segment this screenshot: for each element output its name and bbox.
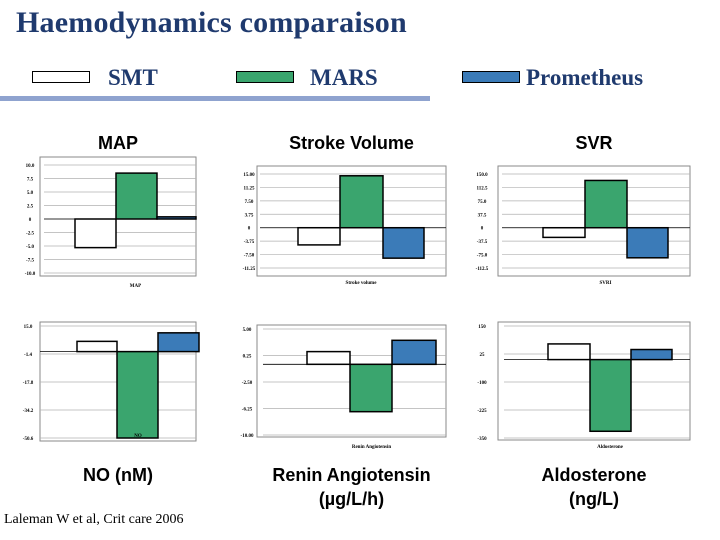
bar-smt: [76, 340, 118, 353]
y-tick-label: -11.25: [243, 267, 256, 272]
legend-swatch-smt: [32, 71, 90, 83]
chart-title: MAP: [98, 133, 138, 153]
x-category-label: MAP: [130, 284, 141, 289]
y-tick-label: -2.5: [26, 232, 34, 237]
chart-panel: 15.0 -1.4 -17.8 -34.2 -50.6 NO NO (nM): [23, 321, 200, 485]
y-tick-label: 2.5: [27, 205, 34, 210]
chart-panel: 150.0 112.5 75.0 37.5 0 -37.5 -75.0 -112.5 SVRI S…: [476, 133, 691, 286]
bar-prometheus: [382, 226, 425, 259]
bar-mars: [349, 363, 393, 413]
y-tick-label: 5.00: [243, 328, 252, 333]
chart-title: NO (nM): [83, 465, 153, 485]
y-tick-label: -75.0: [477, 254, 488, 259]
y-tick-label: 25: [480, 353, 486, 358]
chart-frame: [256, 324, 447, 438]
bar-mars: [116, 350, 159, 439]
y-tick-label: 7.5: [27, 178, 34, 183]
bar-smt: [547, 343, 591, 361]
y-tick-label: -3.75: [244, 240, 255, 245]
y-tick-label: 15.0: [24, 325, 33, 330]
bar-smt: [542, 226, 586, 239]
y-tick-label: -34.2: [23, 409, 34, 414]
legend-swatch-prometheus: [462, 71, 520, 83]
y-tick-label: -10.0: [25, 272, 36, 277]
y-tick-label: 150.0: [476, 173, 488, 178]
chart-panel: 10.0 7.5 5.0 2.5 0 -2.5 -5.0 -7.5 -10.0 MAP MAP: [25, 133, 197, 289]
chart-title: Renin Angiotensin: [272, 465, 430, 485]
y-tick-label: -10.00: [241, 434, 254, 439]
chart-title: Stroke Volume: [289, 133, 414, 153]
bar-prometheus: [626, 226, 669, 259]
legend-swatch-mars: [236, 71, 294, 83]
y-tick-label: -5.0: [26, 245, 34, 250]
chart-frame: [256, 165, 447, 277]
bar-smt: [74, 218, 117, 249]
y-tick-label: -37.5: [477, 240, 488, 245]
bar-smt: [306, 350, 351, 366]
x-category-label: Stroke volume: [346, 281, 378, 286]
y-tick-label: 7.50: [245, 200, 254, 205]
title-underline: [0, 96, 430, 101]
y-tick-label: 0: [248, 227, 251, 232]
y-tick-label: 75.0: [478, 200, 487, 205]
chart-panel: 150 25 -100 -225 -350 Aldosterone Aldosterone (…: [477, 321, 691, 509]
citation: Laleman W et al, Crit care 2006: [4, 512, 184, 527]
y-tick-label: -17.8: [23, 381, 34, 386]
y-tick-label: -112.5: [476, 267, 489, 272]
bar-mars: [589, 358, 632, 433]
y-tick-label: -6.25: [242, 408, 253, 413]
y-tick-label: -225: [477, 409, 487, 414]
x-category-label: Aldosterone: [597, 445, 624, 450]
y-tick-label: -7.50: [244, 254, 255, 259]
y-tick-label: 15.00: [243, 173, 255, 178]
bar-prometheus: [630, 348, 673, 361]
y-tick-label: -2.50: [242, 381, 253, 386]
legend-label-smt: SMT: [108, 65, 158, 90]
y-tick-label: 0: [29, 218, 32, 223]
chart-panel: 15.00 11.25 7.50 3.75 0 -3.75 -7.50 -11.25 Strok…: [243, 133, 447, 286]
bar-smt: [297, 226, 341, 246]
chart-frame: [39, 321, 197, 442]
bar-prometheus: [391, 339, 437, 366]
y-tick-label: 11.25: [244, 186, 255, 191]
y-tick-label: 10.0: [26, 164, 35, 169]
chart-panel: 5.00 0.25 -2.50 -6.25 -10.00 Renin Angiotensi…: [241, 324, 447, 509]
bar-mars: [115, 172, 158, 220]
bar-prometheus: [157, 332, 200, 353]
y-tick-label: 0: [481, 227, 484, 232]
chart-title-unit: (µg/L/h): [319, 489, 384, 509]
bar-mars: [339, 175, 384, 229]
y-tick-label: -1.4: [24, 353, 32, 358]
chart-title: SVR: [575, 133, 612, 153]
bar-mars: [584, 179, 628, 229]
y-tick-label: 37.5: [478, 213, 487, 218]
x-category-label: Renin Angiotensin: [352, 445, 392, 450]
chart-title-unit: (ng/L): [569, 489, 619, 509]
x-category-label: SVRI: [600, 281, 612, 286]
y-tick-label: 150: [478, 325, 486, 330]
x-category-label: NO: [134, 434, 142, 439]
chart-frame: [497, 165, 691, 277]
y-tick-label: 3.75: [245, 213, 254, 218]
legend-label-prometheus: Prometheus: [526, 65, 644, 90]
y-tick-label: 5.0: [27, 191, 34, 196]
legend-label-mars: MARS: [310, 65, 378, 90]
y-tick-label: 0.25: [243, 355, 252, 360]
chart-frame: [497, 321, 691, 441]
y-tick-label: -100: [477, 381, 487, 386]
y-tick-label: -50.6: [23, 437, 34, 442]
slide-title: Haemodynamics comparaison: [16, 6, 407, 39]
chart-title: Aldosterone: [541, 465, 646, 485]
y-tick-label: 112.5: [477, 186, 488, 191]
y-tick-label: -350: [477, 437, 487, 442]
y-tick-label: -7.5: [26, 259, 34, 264]
